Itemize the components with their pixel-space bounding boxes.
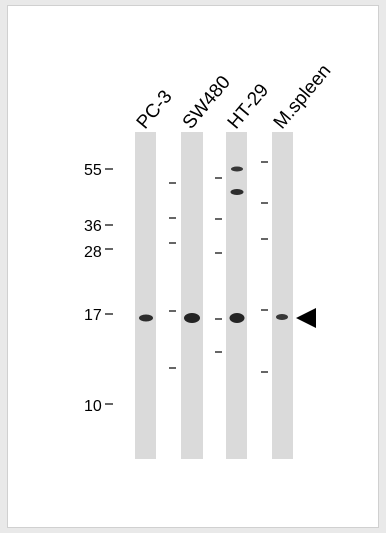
lane-pc3 <box>135 132 156 459</box>
band-sw480-17 <box>184 313 200 323</box>
lane-label-mspleen: M.spleen <box>270 61 336 134</box>
arrowhead-icon <box>296 308 316 328</box>
lane-mspleen <box>272 132 293 459</box>
band-pc3-17 <box>139 314 153 322</box>
mw-label-28: 28 <box>84 244 102 261</box>
lane-ht29 <box>226 132 247 459</box>
band-ht29-upper2 <box>230 189 244 195</box>
lane-label-sw480: SW480 <box>179 72 235 133</box>
western-blot-image: PC-3 SW480 HT-29 M.spleen 55 36 28 17 10 <box>84 61 336 459</box>
mw-label-17: 17 <box>84 307 102 324</box>
lane-label-pc3: PC-3 <box>133 87 177 134</box>
mw-label-10: 10 <box>84 398 102 415</box>
band-mspleen-17 <box>276 314 288 320</box>
lane-marker-ticks <box>169 161 268 373</box>
band-ht29-upper1 <box>231 166 243 172</box>
lane-sw480 <box>181 132 203 459</box>
mw-label-55: 55 <box>84 162 102 179</box>
band-ht29-17 <box>229 313 245 323</box>
western-blot-panel: PC-3 SW480 HT-29 M.spleen 55 36 28 17 10 <box>7 5 379 528</box>
mw-label-36: 36 <box>84 218 102 235</box>
